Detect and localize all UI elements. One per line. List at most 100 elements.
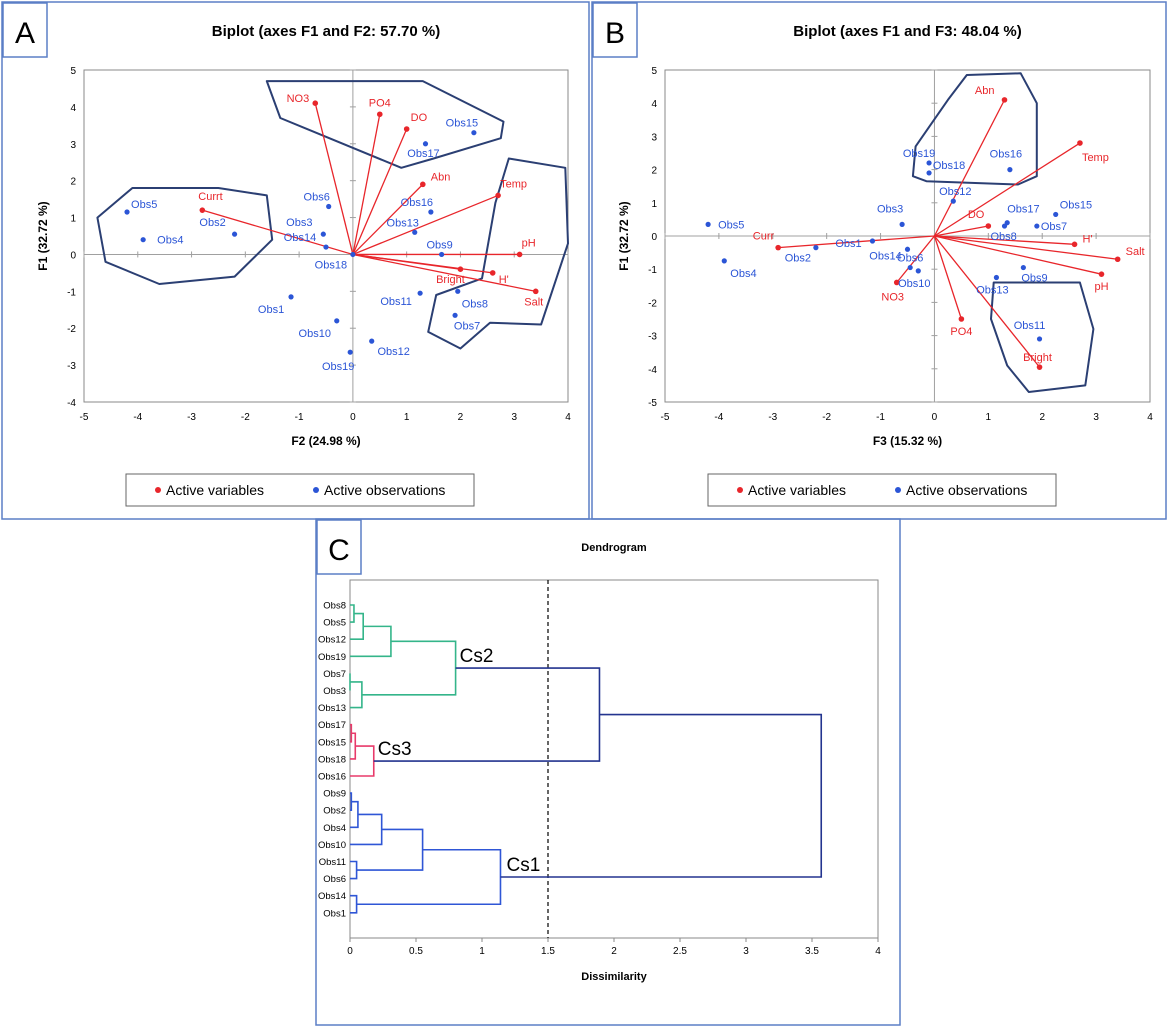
variable-vector xyxy=(933,99,1006,237)
leaf-label: Obs13 xyxy=(318,703,346,714)
y-tick-label: 1 xyxy=(651,199,657,210)
legend-label-observations: Active observations xyxy=(324,482,445,498)
x-tick-label: -2 xyxy=(241,412,250,423)
x-tick-label: -1 xyxy=(295,412,304,423)
panel-letter: B xyxy=(605,17,625,50)
x-tick-label: 4 xyxy=(875,946,881,957)
dendrogram-link xyxy=(356,848,502,906)
legend-box xyxy=(125,473,475,507)
variable-vector xyxy=(896,235,935,283)
cluster-hull xyxy=(911,72,1038,186)
observation-label: Obs15 xyxy=(1060,199,1092,211)
observation-point xyxy=(326,203,332,210)
observation-label: Obs7 xyxy=(1041,221,1067,233)
observation-label: Obs18 xyxy=(933,160,965,172)
cluster-hull xyxy=(990,281,1095,393)
observation-label: Obs14 xyxy=(869,250,901,262)
observation-label: Obs19 xyxy=(322,361,354,373)
variable-label: H' xyxy=(499,274,509,286)
observation-label: Obs19 xyxy=(903,148,935,160)
observation-label: Obs2 xyxy=(199,217,225,229)
observation-point xyxy=(422,141,429,147)
observation-label: Obs9 xyxy=(426,239,452,251)
y-tick-label: 0 xyxy=(651,232,657,243)
observation-label: Obs18 xyxy=(315,259,347,271)
observation-label: Obs5 xyxy=(131,199,157,211)
variable-point xyxy=(403,126,410,132)
observation-label: Obs1 xyxy=(835,238,861,250)
x-tick-label: -4 xyxy=(714,412,723,423)
variable-vector xyxy=(934,235,1118,260)
dendrogram-link xyxy=(350,894,358,914)
variable-label: Abn xyxy=(975,85,995,97)
observation-label: Obs11 xyxy=(380,296,412,308)
y-tick-label: -5 xyxy=(648,398,657,409)
x-tick-label: 4 xyxy=(1147,412,1153,423)
leaf-label: Obs1 xyxy=(323,908,346,919)
variable-label: PO4 xyxy=(369,97,391,109)
y-tick-label: -3 xyxy=(67,361,76,372)
chart-title: Biplot (axes F1 and F3: 48.04 %) xyxy=(793,23,1021,40)
chart-title: Dendrogram xyxy=(581,542,647,554)
observation-point xyxy=(899,221,905,227)
x-tick-label: -1 xyxy=(876,412,885,423)
cluster-label: Cs1 xyxy=(506,855,540,876)
variable-vector xyxy=(933,235,1041,368)
observation-point xyxy=(124,209,130,215)
observation-label: Obs12 xyxy=(939,186,971,198)
observation-point xyxy=(915,268,921,274)
x-tick-label: 3 xyxy=(743,946,749,957)
observation-label: Obs16 xyxy=(401,197,433,209)
observation-point xyxy=(813,245,819,251)
variable-point xyxy=(376,111,383,118)
variable-label: PO4 xyxy=(950,326,972,338)
variable-point xyxy=(985,223,992,229)
observation-label: Obs14 xyxy=(284,232,316,244)
variable-point xyxy=(516,251,523,258)
x-axis-title: F2 (24.98 %) xyxy=(291,434,360,448)
observation-point xyxy=(1053,211,1059,218)
observation-label: Obs16 xyxy=(990,149,1022,161)
variable-label: NO3 xyxy=(881,291,904,303)
legend-marker-observations xyxy=(313,487,319,493)
observation-point xyxy=(869,238,876,244)
leaf-label: Obs3 xyxy=(323,686,346,697)
x-axis-title: F3 (15.32 %) xyxy=(873,434,942,448)
legend-label-variables: Active variables xyxy=(166,482,264,498)
observation-label: Obs13 xyxy=(976,285,1008,297)
leaf-label: Obs2 xyxy=(323,806,346,817)
y-tick-label: 5 xyxy=(651,66,657,77)
observation-point xyxy=(412,229,418,235)
variable-vector xyxy=(934,235,1102,275)
variable-vector xyxy=(352,128,408,255)
x-tick-label: 0.5 xyxy=(409,946,423,957)
x-tick-label: 2 xyxy=(458,412,464,423)
observation-label: Obs3 xyxy=(286,217,312,229)
observation-label: Obs6 xyxy=(304,191,330,203)
observation-point xyxy=(323,244,329,250)
variable-label: Currt xyxy=(198,191,222,203)
observation-point xyxy=(428,209,434,215)
variable-vector xyxy=(934,235,1075,245)
leaf-label: Obs7 xyxy=(323,669,346,680)
dendrogram-link xyxy=(350,612,364,640)
x-tick-label: 2 xyxy=(611,946,617,957)
legend-marker-variables xyxy=(737,487,743,493)
variable-label: Salt xyxy=(524,296,543,308)
dendrogram-link xyxy=(350,813,383,846)
chart-title: Biplot (axes F1 and F2: 57.70 %) xyxy=(212,23,440,40)
variable-point xyxy=(489,270,496,276)
observation-point xyxy=(231,231,238,237)
variable-point xyxy=(1077,140,1083,146)
legend-label-observations: Active observations xyxy=(906,482,1027,498)
observation-point xyxy=(705,221,711,227)
observation-point xyxy=(993,274,1000,281)
variable-vector xyxy=(352,114,381,255)
x-tick-label: -3 xyxy=(187,412,196,423)
leaf-label: Obs18 xyxy=(318,754,346,765)
panel-letter-box xyxy=(2,2,48,58)
cluster-hull xyxy=(427,157,569,350)
legend-box xyxy=(707,473,1057,507)
variable-vector xyxy=(352,253,536,292)
dendrogram-link xyxy=(350,604,355,623)
